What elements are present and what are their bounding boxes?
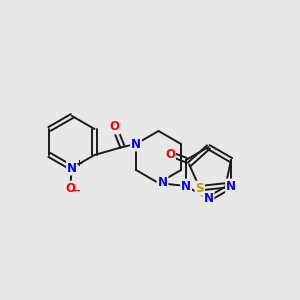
Text: N: N [158, 176, 167, 190]
Text: +: + [76, 158, 82, 167]
Text: N: N [203, 193, 214, 206]
Text: O: O [65, 182, 75, 194]
Text: N: N [226, 179, 236, 193]
Text: O: O [110, 121, 119, 134]
Text: N: N [131, 137, 141, 151]
Text: N: N [67, 161, 77, 175]
Text: N: N [181, 179, 191, 193]
Text: O: O [165, 148, 175, 160]
Text: S: S [196, 182, 204, 195]
Text: −: − [73, 186, 81, 196]
